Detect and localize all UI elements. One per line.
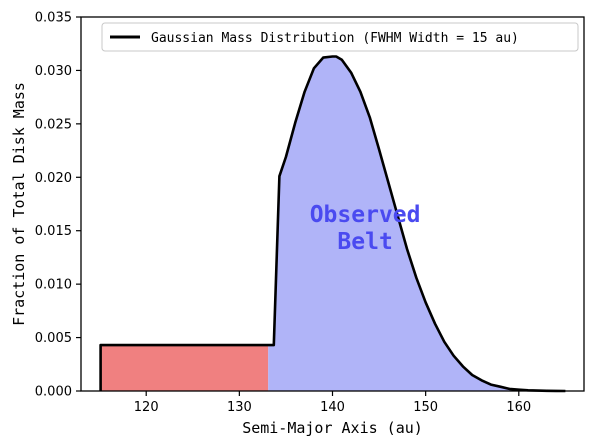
y-axis: 0.000 0.005 0.010 0.015 0.020 0.025 0.030 0.035: [35, 11, 81, 400]
y-tick-label: 0.005: [35, 331, 72, 346]
line-layer: [99, 55, 566, 393]
y-tick-label: 0.015: [35, 224, 72, 239]
legend-entry: Gaussian Mass Distribution (FWHM Width =…: [151, 31, 519, 46]
observed-belt-fill: [268, 56, 566, 391]
legend-box: [101, 22, 579, 52]
legend: Gaussian Mass Distribution (FWHM Width =…: [101, 22, 579, 52]
y-tick-label: 0.035: [35, 11, 72, 26]
x-axis-title: Semi-Major Axis (au): [242, 419, 423, 437]
inner-region-fill: [100, 345, 269, 391]
x-tick-label: 140: [320, 400, 345, 415]
y-tick-label: 0.025: [35, 117, 72, 132]
annotation-line: Belt: [337, 229, 392, 255]
annotation-line: Observed: [310, 202, 421, 228]
y-tick-label: 0.000: [35, 385, 72, 400]
x-tick-label: 160: [506, 400, 531, 415]
y-tick-label: 0.020: [35, 171, 72, 186]
y-tick-label: 0.010: [35, 278, 72, 293]
series-line: [99, 55, 566, 393]
x-tick-label: 130: [227, 400, 252, 415]
y-tick-label: 0.030: [35, 64, 72, 79]
fill-layer: [100, 56, 566, 391]
y-axis-title: Fraction of Total Disk Mass: [10, 82, 28, 326]
x-tick-label: 150: [413, 400, 438, 415]
x-axis: 120 130 140 150 160: [134, 391, 531, 415]
x-tick-label: 120: [134, 400, 159, 415]
